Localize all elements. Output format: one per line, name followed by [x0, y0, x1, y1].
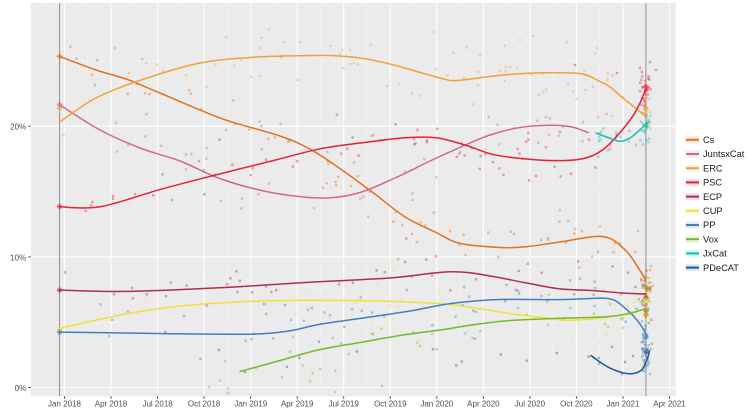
svg-text:0%: 0% — [15, 384, 27, 393]
svg-text:CUP: CUP — [703, 206, 723, 216]
svg-text:Jan 2018: Jan 2018 — [48, 400, 81, 409]
svg-text:JxCat: JxCat — [703, 249, 727, 259]
svg-text:20%: 20% — [10, 123, 26, 132]
svg-text:Apr 2019: Apr 2019 — [281, 400, 314, 409]
svg-text:Oct 2018: Oct 2018 — [188, 400, 221, 409]
svg-text:Apr 2020: Apr 2020 — [467, 400, 500, 409]
svg-text:Jan 2021: Jan 2021 — [607, 400, 640, 409]
svg-text:ECP: ECP — [703, 192, 722, 202]
svg-text:Jul 2019: Jul 2019 — [329, 400, 360, 409]
svg-text:Oct 2020: Oct 2020 — [560, 400, 593, 409]
svg-text:Jan 2020: Jan 2020 — [420, 400, 453, 409]
svg-text:10%: 10% — [10, 253, 26, 262]
svg-text:Jul 2020: Jul 2020 — [515, 400, 546, 409]
svg-text:PDeCAT: PDeCAT — [703, 263, 739, 273]
svg-text:PP: PP — [703, 220, 715, 230]
svg-text:Cs: Cs — [703, 135, 715, 145]
svg-text:PSC: PSC — [703, 178, 722, 188]
svg-text:Oct 2019: Oct 2019 — [374, 400, 407, 409]
svg-text:JuntsxCat: JuntsxCat — [703, 149, 745, 159]
svg-text:Jul 2018: Jul 2018 — [142, 400, 173, 409]
svg-text:Jan 2019: Jan 2019 — [234, 400, 267, 409]
svg-text:ERC: ERC — [703, 163, 723, 173]
svg-text:Apr 2018: Apr 2018 — [95, 400, 128, 409]
svg-text:Apr 2021: Apr 2021 — [653, 400, 686, 409]
svg-text:Vox: Vox — [703, 234, 719, 244]
